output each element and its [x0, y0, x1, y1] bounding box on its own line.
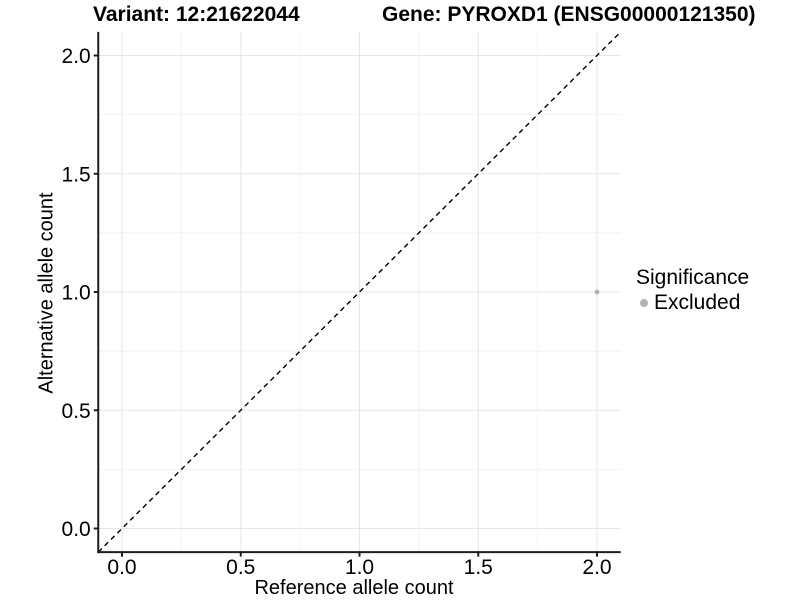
legend: Significance Excluded: [636, 267, 749, 314]
y-axis-tick-label: 1.0: [62, 282, 91, 305]
x-axis-tick-label: 1.0: [345, 556, 374, 579]
x-axis-tick-label: 1.5: [464, 556, 493, 579]
y-axis-tick-label: 0.0: [62, 518, 91, 541]
legend-entry-excluded: Excluded: [640, 292, 749, 314]
legend-entry-label: Excluded: [654, 291, 741, 314]
legend-title: Significance: [636, 266, 750, 289]
y-axis-tick-label: 2.0: [62, 45, 91, 68]
plot-title-variant: Variant: 12:21622044: [93, 3, 300, 26]
y-axis-title: Alternative allele count: [35, 192, 58, 394]
legend-point-icon: [640, 299, 648, 307]
plot-title-gene: Gene: PYROXD1 (ENSG00000121350): [382, 3, 756, 26]
y-axis-tick-label: 1.5: [62, 163, 91, 186]
x-axis-title: Reference allele count: [254, 577, 454, 599]
x-axis-tick-label: 0.0: [107, 556, 136, 579]
x-axis-tick-label: 0.5: [226, 556, 255, 579]
x-axis-tick-label: 2.0: [582, 556, 611, 579]
identity-reference-line: [97, 31, 622, 553]
y-axis-tick-label: 0.5: [62, 400, 91, 423]
data-point-excluded: [594, 289, 600, 295]
